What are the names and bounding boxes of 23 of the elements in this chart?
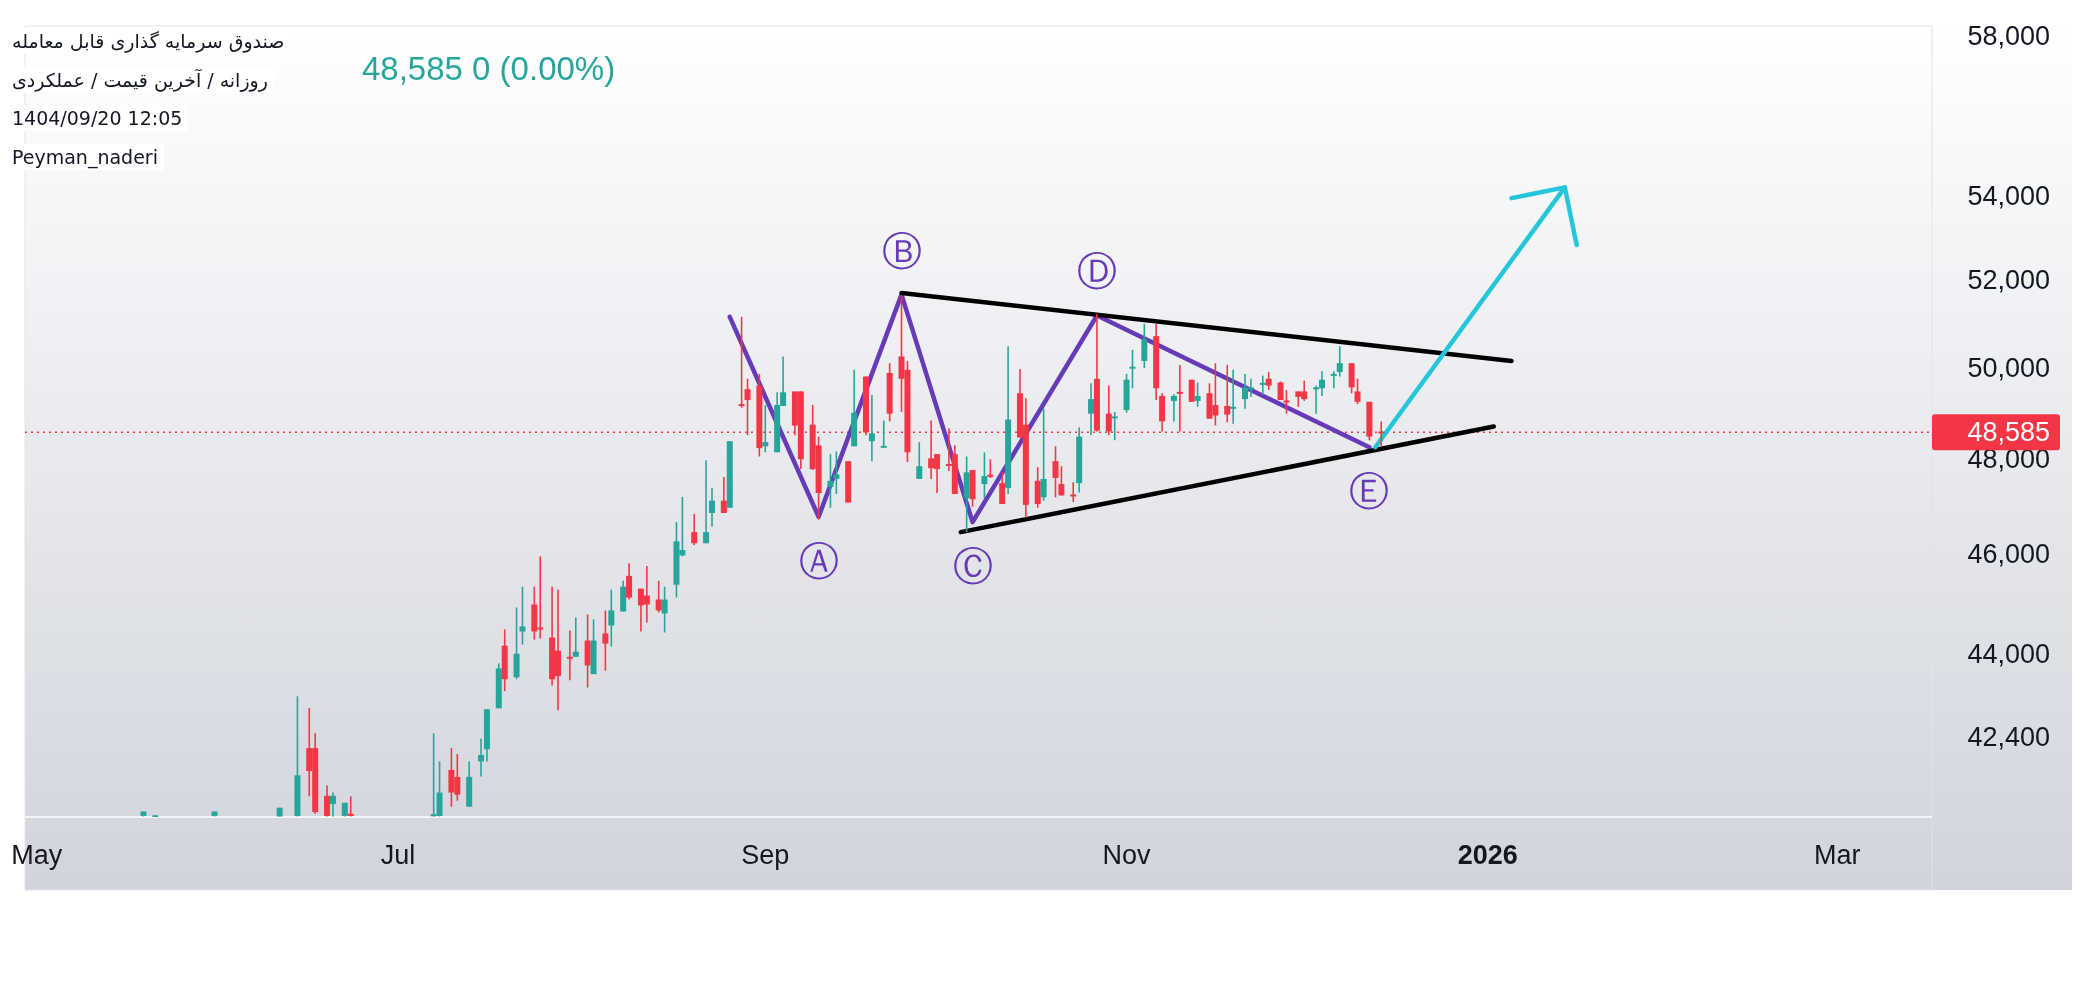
- annotation: Ⓑ: [881, 227, 922, 274]
- annotation: Peyman_naderi: [6, 143, 164, 170]
- y-tick-label: 50,000: [1967, 353, 2050, 384]
- annotation: Ⓔ: [1349, 468, 1390, 515]
- x-tick-label: Nov: [1102, 840, 1152, 870]
- annotation: Ⓒ: [952, 543, 993, 590]
- y-tick-label: 46,000: [1967, 539, 2050, 570]
- annotation: Ⓓ: [1076, 248, 1117, 295]
- annotation: 48,585 0 (0.00%): [362, 50, 616, 88]
- annotation: Ⓐ: [798, 537, 839, 584]
- y-tick-label: 42,400: [1967, 721, 2050, 752]
- x-tick-label: May: [11, 840, 63, 870]
- x-tick-label: Sep: [741, 840, 790, 870]
- x-tick-label: Mar: [1813, 840, 1861, 870]
- x-tick-label: Jul: [380, 840, 416, 870]
- text: روزانه / آخرین قیمت / عملکردی: [6, 66, 274, 93]
- y-tick-label: 54,000: [1967, 181, 2050, 212]
- y-tick-label: 58,000: [1967, 21, 2050, 52]
- x-tick-label: 2026: [1457, 840, 1518, 870]
- y-tick-label: 44,000: [1967, 638, 2050, 669]
- y-tick-label: 52,000: [1967, 265, 2050, 296]
- chart-title: صندوق سرمایه گذاری قابل معامله: [6, 28, 291, 54]
- annotation: 1404/09/20 12:05: [6, 105, 189, 131]
